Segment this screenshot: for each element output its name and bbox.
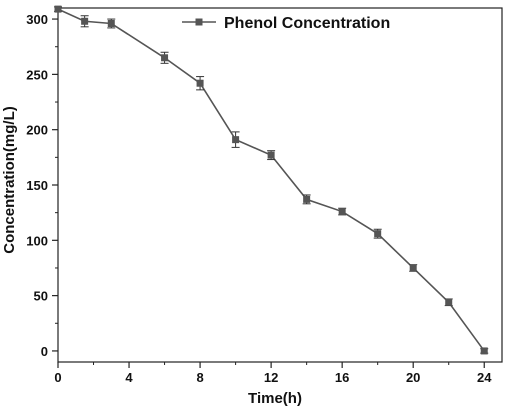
data-point: [161, 54, 169, 62]
y-axis-title: Concentration(mg/L): [1, 106, 18, 254]
series-layer: [54, 5, 489, 355]
x-tick-label: 20: [406, 370, 420, 385]
data-point: [232, 136, 240, 144]
y-tick-label: 50: [34, 289, 48, 304]
x-tick-label: 4: [125, 370, 133, 385]
plot-frame: [57, 7, 503, 363]
y-tick-label: 0: [41, 344, 48, 359]
y-tick-label: 150: [26, 178, 48, 193]
x-tick-label: 0: [54, 370, 61, 385]
legend-label: Phenol Concentration: [224, 15, 390, 32]
data-point: [338, 208, 346, 216]
data-point: [303, 195, 311, 203]
data-point: [409, 264, 417, 272]
legend: Phenol Concentration: [182, 15, 390, 32]
x-tick-label: 12: [264, 370, 278, 385]
x-tick-label: 24: [477, 370, 492, 385]
y-tick-label: 100: [26, 233, 48, 248]
data-point: [374, 230, 382, 238]
x-tick-label: 16: [335, 370, 349, 385]
data-point: [81, 17, 89, 25]
y-tick-label: 200: [26, 123, 48, 138]
data-point: [196, 79, 204, 87]
x-tick-label: 8: [196, 370, 203, 385]
y-tick-label: 300: [26, 12, 48, 27]
axes: 0 4 8 12 16 20 24 0 50 100 150 200 250 300: [26, 12, 492, 385]
data-point: [107, 19, 115, 27]
x-axis-title: Time(h): [248, 390, 302, 407]
series-line: [57, 8, 485, 352]
data-point: [267, 151, 275, 159]
data-point: [54, 5, 62, 13]
y-tick-label: 250: [26, 67, 48, 82]
data-point: [445, 298, 453, 306]
legend-marker: [195, 18, 203, 26]
data-point: [480, 347, 488, 355]
